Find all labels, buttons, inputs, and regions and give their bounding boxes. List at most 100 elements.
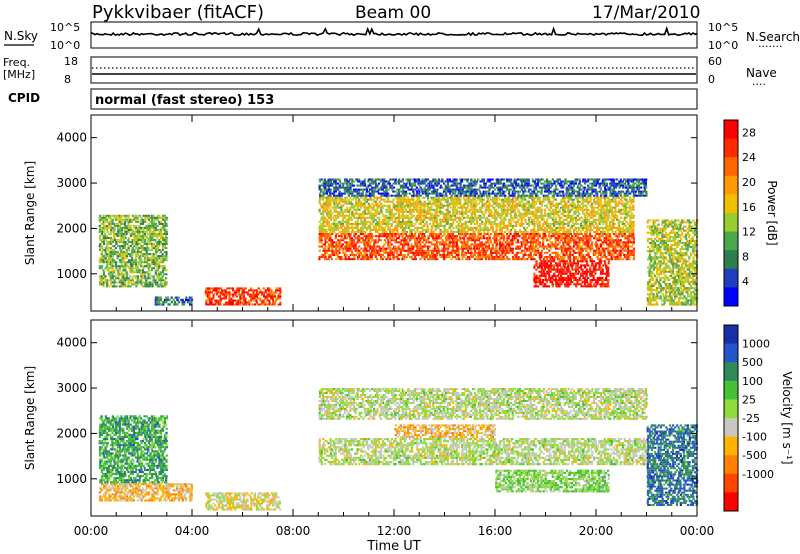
scatter-cell	[532, 249, 536, 252]
scatter-cell	[437, 224, 440, 227]
scatter-cell	[581, 228, 584, 231]
scatter-cell	[397, 200, 400, 203]
scatter-cell	[421, 251, 424, 254]
scatter-cell	[451, 239, 455, 242]
scatter-cell	[397, 220, 401, 223]
scatter-cell	[617, 222, 620, 225]
scatter-cell	[569, 216, 572, 219]
scatter-cell	[188, 301, 191, 304]
scatter-cell	[473, 196, 476, 199]
scatter-cell	[459, 206, 462, 209]
scatter-cell	[522, 214, 525, 217]
scatter-cell	[318, 241, 321, 244]
scatter-cell	[562, 208, 565, 211]
scatter-cell	[349, 245, 352, 248]
scatter-cell	[465, 208, 468, 211]
scatter-cell	[142, 267, 145, 270]
scatter-cell	[596, 206, 600, 209]
scatter-cell	[490, 210, 493, 213]
scatter-cell	[142, 247, 145, 250]
scatter-cell	[578, 241, 581, 244]
scatter-cell	[118, 265, 121, 268]
scatter-cell	[562, 222, 565, 225]
scatter-cell	[593, 206, 596, 209]
scatter-cell	[361, 233, 364, 236]
scatter-cell	[466, 247, 469, 250]
scatter-cell	[517, 241, 520, 244]
scatter-cell	[345, 237, 348, 240]
scatter-cell	[318, 239, 321, 242]
scatter-cell	[605, 218, 608, 221]
scatter-cell	[162, 269, 165, 272]
scatter-cell	[385, 249, 388, 252]
scatter-cell	[156, 247, 159, 250]
scatter-cell	[131, 255, 134, 258]
scatter-cell	[530, 247, 533, 250]
scatter-cell	[271, 303, 274, 306]
scatter-cell	[322, 196, 325, 199]
scatter-cell	[556, 202, 559, 205]
scatter-cell	[158, 222, 161, 225]
scatter-cell	[482, 251, 485, 254]
scatter-cell	[143, 273, 146, 276]
scatter-cell	[394, 228, 397, 231]
scatter-cell	[338, 226, 341, 229]
scatter-cell	[567, 212, 570, 215]
scatter-cell	[535, 243, 538, 246]
scatter-cell	[138, 243, 141, 245]
scatter-cell	[410, 237, 413, 240]
scatter-cell	[390, 230, 394, 233]
scatter-cell	[495, 251, 498, 254]
scatter-cell	[143, 255, 146, 258]
scatter-cell	[403, 249, 406, 252]
scatter-cell	[340, 208, 343, 211]
scatter-cell	[547, 224, 550, 227]
scatter-cell	[154, 259, 157, 262]
scatter-cell	[105, 261, 108, 264]
scatter-cell	[149, 220, 152, 223]
scatter-cell	[415, 253, 418, 256]
scatter-cell	[132, 271, 136, 274]
scatter-cell	[374, 208, 377, 211]
scatter-cell	[235, 301, 238, 304]
scatter-cell	[473, 218, 476, 221]
scatter-cell	[486, 200, 489, 203]
scatter-cell	[582, 253, 585, 256]
scatter-cell	[457, 230, 460, 233]
scatter-cell	[140, 251, 143, 254]
scatter-cell	[589, 235, 592, 238]
scatter-cell	[434, 200, 437, 203]
scatter-cell	[140, 283, 143, 286]
scatter-cell	[414, 245, 417, 248]
scatter-cell	[537, 230, 540, 233]
scatter-cell	[478, 253, 481, 256]
scatter-cell	[459, 230, 462, 233]
scatter-cell	[519, 258, 522, 261]
scatter-cell	[365, 237, 368, 240]
scatter-cell	[345, 243, 348, 246]
scatter-cell	[381, 233, 385, 236]
scatter-cell	[540, 204, 543, 207]
scatter-cell	[605, 214, 608, 217]
scatter-cell	[145, 214, 148, 217]
scatter-cell	[408, 228, 412, 231]
scatter-cell	[464, 224, 467, 227]
scatter-cell	[558, 214, 561, 217]
scatter-cell	[632, 208, 635, 211]
scatter-cell	[587, 239, 590, 242]
scatter-cell	[567, 235, 570, 238]
scatter-cell	[522, 235, 525, 238]
scatter-cell	[109, 259, 112, 262]
scatter-cell	[478, 216, 482, 219]
scatter-cell	[587, 245, 590, 248]
scatter-cell	[120, 226, 123, 229]
scatter-cell	[323, 228, 327, 231]
scatter-cell	[629, 220, 632, 223]
scatter-cell	[351, 241, 354, 244]
scatter-cell	[511, 206, 514, 209]
scatter-cell	[224, 289, 227, 292]
scatter-cell	[481, 200, 484, 203]
scatter-cell	[484, 253, 487, 256]
scatter-cell	[425, 228, 428, 231]
scatter-cell	[115, 281, 118, 284]
